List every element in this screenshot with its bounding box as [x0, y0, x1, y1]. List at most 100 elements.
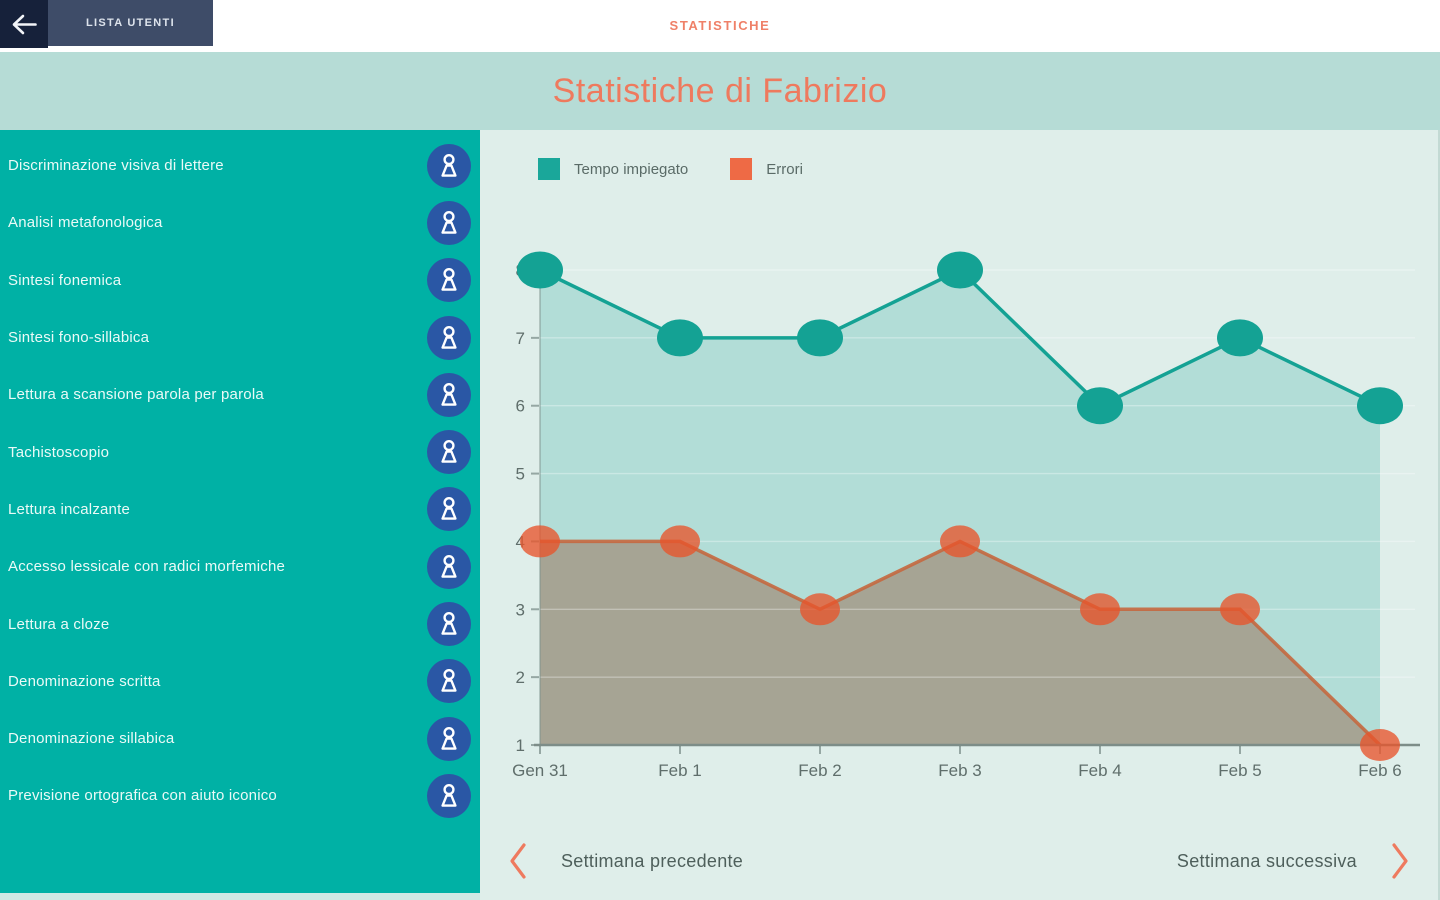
sidebar-item-label: Analisi metafonologica: [8, 214, 163, 232]
y-tick-label: 2: [516, 668, 525, 687]
student-pawn-icon: [436, 152, 462, 180]
page-header: Statistiche di Fabrizio: [0, 52, 1440, 130]
data-point-errori: [520, 525, 560, 558]
sidebar-item-label: Tachistoscopio: [8, 443, 110, 461]
sidebar-item-label: Denominazione scritta: [8, 672, 161, 690]
student-pawn-icon: [436, 381, 462, 409]
sidebar-item[interactable]: Tachistoscopio: [0, 423, 480, 480]
data-point-tempo-impiegato: [797, 319, 843, 357]
x-tick-label: Feb 2: [798, 761, 841, 780]
previous-week-label: Settimana precedente: [561, 850, 744, 871]
sidebar-item-label: Lettura a cloze: [8, 615, 110, 633]
x-tick-label: Feb 5: [1218, 761, 1261, 780]
data-point-errori: [800, 593, 840, 626]
area-fill-0: [540, 270, 1380, 745]
data-point-errori: [1080, 593, 1120, 626]
main-content: Discriminazione visiva di lettere Analis…: [0, 130, 1440, 900]
user-stats-button[interactable]: [427, 372, 471, 417]
previous-week-button[interactable]: Settimana precedente: [502, 841, 749, 881]
student-pawn-icon: [436, 209, 462, 237]
legend-swatch: [730, 158, 753, 180]
student-pawn-icon: [436, 553, 462, 581]
user-stats-button[interactable]: [427, 487, 471, 532]
x-tick-label: Feb 4: [1078, 761, 1121, 780]
user-stats-button[interactable]: [427, 315, 471, 360]
user-stats-button[interactable]: [427, 200, 471, 245]
y-tick-label: 6: [516, 397, 525, 416]
sidebar-item[interactable]: Discriminazione visiva di lettere: [0, 137, 480, 194]
sidebar-item[interactable]: Previsione ortografica con aiuto iconico: [0, 767, 480, 824]
student-pawn-icon: [436, 266, 462, 294]
user-stats-button[interactable]: [427, 659, 471, 704]
legend-item: Errori: [730, 158, 803, 180]
sidebar-item-label: Lettura a scansione parola per parola: [8, 386, 264, 404]
sidebar-item-label: Lettura incalzante: [8, 500, 131, 518]
student-pawn-icon: [436, 495, 462, 523]
student-pawn-icon: [436, 438, 462, 466]
y-tick-label: 3: [516, 600, 525, 619]
sidebar-item[interactable]: Denominazione scritta: [0, 653, 480, 710]
data-point-errori: [940, 525, 980, 558]
data-point-tempo-impiegato: [1357, 387, 1403, 425]
next-week-label: Settimana successiva: [1176, 850, 1357, 871]
week-navigation: Settimana precedente Settimana successiv…: [480, 836, 1438, 886]
x-tick-label: Gen 31: [512, 761, 568, 780]
student-pawn-icon: [436, 725, 462, 753]
y-tick-label: 5: [516, 465, 525, 484]
sidebar-item[interactable]: Lettura incalzante: [0, 481, 480, 538]
sidebar-item-label: Previsione ortografica con aiuto iconico: [8, 787, 277, 805]
data-point-errori: [1220, 593, 1260, 626]
sidebar-item-label: Discriminazione visiva di lettere: [8, 157, 224, 175]
area-fill-1: [540, 541, 1380, 745]
sidebar-item[interactable]: Sintesi fonemica: [0, 252, 480, 309]
user-stats-button[interactable]: [427, 258, 471, 303]
sidebar-item[interactable]: Analisi metafonologica: [0, 194, 480, 251]
student-pawn-icon: [436, 324, 462, 352]
sidebar-item[interactable]: Sintesi fono-sillabica: [0, 309, 480, 366]
legend-swatch: [538, 158, 560, 180]
user-stats-button[interactable]: [427, 716, 471, 761]
data-point-tempo-impiegato: [1217, 319, 1263, 357]
data-point-errori: [1360, 729, 1400, 761]
student-pawn-icon: [436, 667, 462, 695]
sidebar-item-label: Sintesi fono-sillabica: [8, 329, 150, 347]
x-tick-label: Feb 1: [658, 761, 701, 780]
legend-item: Tempo impiegato: [538, 158, 688, 180]
sidebar-item[interactable]: Lettura a scansione parola per parola: [0, 366, 480, 423]
user-stats-button[interactable]: [427, 544, 471, 589]
legend-label: Errori: [766, 160, 803, 178]
user-stats-button[interactable]: [427, 773, 471, 818]
user-stats-button[interactable]: [427, 143, 471, 188]
user-stats-button[interactable]: [427, 602, 471, 647]
y-tick-label: 1: [516, 736, 525, 755]
top-app-bar: LISTA UTENTI STATISTICHE: [0, 0, 1440, 52]
tab-label: LISTA UTENTI: [86, 17, 175, 29]
data-point-tempo-impiegato: [657, 319, 703, 357]
user-stats-button[interactable]: [427, 430, 471, 475]
sidebar-item[interactable]: Lettura a cloze: [0, 595, 480, 652]
sidebar-item-label: Sintesi fonemica: [8, 271, 122, 289]
data-point-tempo-impiegato: [1077, 387, 1123, 425]
sidebar-item[interactable]: Denominazione sillabica: [0, 710, 480, 767]
chart-legend: Tempo impiegato Errori: [538, 158, 803, 180]
exercise-sidebar: Discriminazione visiva di lettere Analis…: [0, 130, 480, 893]
x-tick-label: Feb 3: [938, 761, 981, 780]
back-arrow-icon: [11, 13, 38, 36]
student-pawn-icon: [436, 610, 462, 638]
page-title: Statistiche di Fabrizio: [552, 71, 888, 110]
chevron-left-icon: [508, 842, 527, 880]
appbar-title: STATISTICHE: [669, 17, 771, 33]
chevron-right-icon: [1391, 842, 1410, 880]
data-point-tempo-impiegato: [937, 251, 983, 289]
back-button[interactable]: [0, 0, 48, 48]
sidebar-item[interactable]: Accesso lessicale con radici morfemiche: [0, 538, 480, 595]
next-week-button[interactable]: Settimana successiva: [1171, 841, 1416, 881]
data-point-tempo-impiegato: [517, 251, 563, 289]
tab-lista-utenti[interactable]: LISTA UTENTI: [48, 0, 213, 46]
legend-label: Tempo impiegato: [574, 160, 689, 178]
sidebar-item-label: Denominazione sillabica: [8, 730, 175, 748]
data-point-errori: [660, 525, 700, 558]
x-tick-label: Feb 6: [1358, 761, 1401, 780]
